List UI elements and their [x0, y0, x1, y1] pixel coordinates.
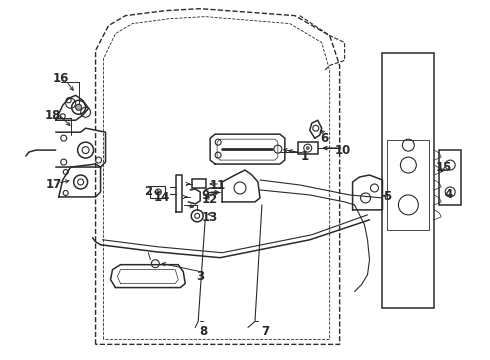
Text: 9: 9	[201, 189, 209, 202]
Text: 11: 11	[210, 180, 226, 193]
Text: 10: 10	[335, 144, 351, 157]
Text: 3: 3	[196, 270, 204, 283]
Circle shape	[306, 147, 309, 150]
Circle shape	[75, 104, 82, 110]
Bar	[383, 54, 434, 307]
Bar	[298, 142, 318, 154]
Text: 8: 8	[199, 325, 207, 338]
Text: 18: 18	[45, 109, 61, 122]
Text: 2: 2	[145, 185, 152, 198]
Text: 1: 1	[301, 150, 309, 163]
Text: 7: 7	[261, 325, 269, 338]
Text: 16: 16	[52, 72, 69, 85]
Bar	[150, 186, 165, 198]
Text: 5: 5	[383, 190, 392, 203]
Text: 4: 4	[444, 188, 452, 202]
Text: 14: 14	[154, 192, 171, 204]
Text: 15: 15	[436, 161, 452, 174]
Text: 12: 12	[202, 193, 218, 206]
Bar	[388, 140, 429, 230]
Text: 17: 17	[46, 179, 62, 192]
Bar	[192, 179, 206, 188]
Text: 13: 13	[202, 211, 218, 224]
Text: 6: 6	[320, 132, 329, 145]
Bar	[439, 150, 461, 205]
